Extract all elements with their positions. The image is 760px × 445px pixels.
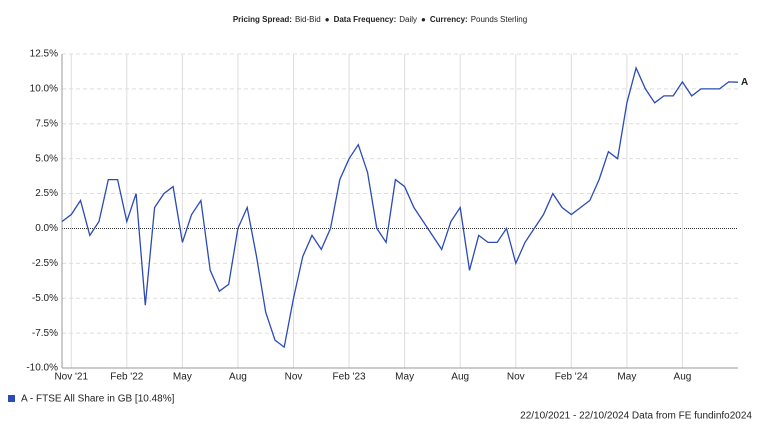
x-tick-label: Nov '21 [54,372,88,383]
subtitle-value: Daily [399,15,417,24]
y-tick-label: -2.5% [32,258,58,269]
y-tick-label: 2.5% [35,188,58,199]
subtitle-label: Data Frequency: [334,15,397,24]
x-tick-label: Nov [285,372,303,383]
x-tick-label: Aug [674,372,692,383]
y-tick-label: 10.0% [30,84,58,95]
x-tick-label: May [173,372,192,383]
y-tick-label: -7.5% [32,328,58,339]
y-tick-label: 12.5% [30,49,58,60]
subtitle-label: Pricing Spread: [233,15,292,24]
end-label: A [741,77,748,88]
x-tick-label: Feb '22 [110,372,143,383]
series-line [61,66,739,349]
subtitle: Pricing Spread: Bid-Bid ● Data Frequency: Da… [233,15,527,24]
separator: ● [421,15,426,24]
legend-swatch [8,395,15,402]
y-tick-label: -5.0% [32,293,58,304]
footer: 22/10/2021 - 22/10/2024 Data from FE fun… [520,411,752,422]
x-tick-label: Nov [507,372,525,383]
separator: ● [325,15,330,24]
legend-label: A - FTSE All Share in GB [10.48%] [21,394,175,405]
subtitle-value: Pounds Sterling [471,15,527,24]
x-tick-label: Aug [451,372,469,383]
subtitle-value: Bid-Bid [295,15,321,24]
y-tick-label: 5.0% [35,153,58,164]
y-tick-label: 7.5% [35,118,58,129]
y-tick-label: 0.0% [35,223,58,234]
x-tick-label: Feb '24 [555,372,588,383]
subtitle-label: Currency: [430,15,468,24]
x-tick-label: Feb '23 [333,372,366,383]
x-tick-label: Aug [229,372,247,383]
x-tick-label: May [395,372,414,383]
y-tick-label: -10.0% [26,363,58,374]
x-tick-label: May [617,372,636,383]
